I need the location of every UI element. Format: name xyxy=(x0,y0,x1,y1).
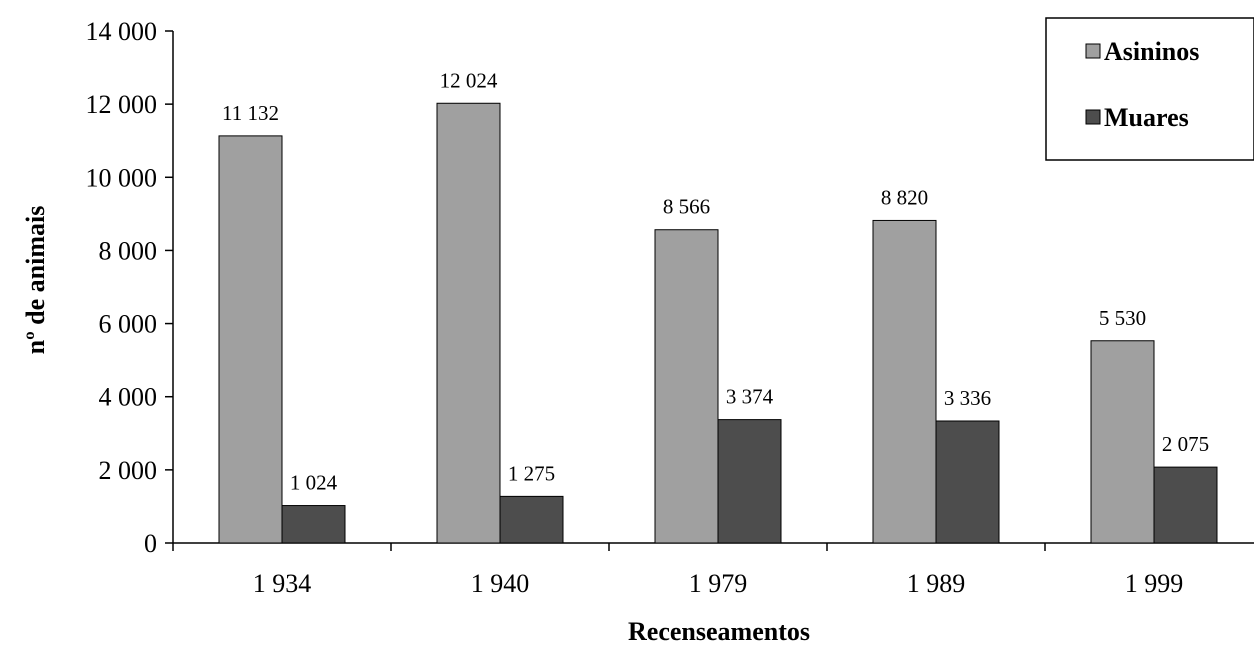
y-tick-label: 10 000 xyxy=(86,163,158,192)
data-label-muares: 1 024 xyxy=(290,471,338,495)
bar-muares xyxy=(281,505,346,544)
bar-muares xyxy=(935,420,1000,544)
x-tick-label: 1 940 xyxy=(471,569,530,598)
bar-muares xyxy=(717,419,782,544)
bar-muares xyxy=(499,495,564,544)
data-label-asininos: 8 820 xyxy=(881,185,928,209)
data-label-muares: 2 075 xyxy=(1162,432,1209,456)
bar-asininos xyxy=(218,135,283,544)
x-tick-label: 1 934 xyxy=(253,569,312,598)
data-labels: 11 132 12 024 8 566 8 820 5 530 1 024 1 275 3 3… xyxy=(222,68,1209,494)
data-label-asininos: 12 024 xyxy=(440,68,498,92)
x-axis-title: Recenseamentos xyxy=(628,617,810,646)
legend: Asininos Muares xyxy=(1045,17,1254,161)
data-label-asininos: 8 566 xyxy=(663,195,710,219)
bar-asininos xyxy=(436,102,501,544)
x-axis: 1 934 1 940 1 979 1 989 1 999 xyxy=(172,542,1254,598)
legend-swatch xyxy=(1085,43,1101,59)
y-tick-label: 0 xyxy=(144,529,157,558)
y-tick-label: 2 000 xyxy=(99,456,158,485)
bar-muares xyxy=(1153,466,1218,544)
x-tick-label: 1 989 xyxy=(907,569,966,598)
y-tick-label: 8 000 xyxy=(99,236,158,265)
y-tick-label: 14 000 xyxy=(86,17,158,46)
x-tick-label: 1 979 xyxy=(689,569,748,598)
data-label-muares: 3 336 xyxy=(944,386,991,410)
legend-swatch xyxy=(1085,109,1101,125)
data-label-muares: 1 275 xyxy=(508,461,555,485)
y-tick-label: 6 000 xyxy=(99,310,158,339)
legend-box xyxy=(1045,17,1254,161)
bars xyxy=(218,102,1218,544)
data-label-asininos: 5 530 xyxy=(1099,306,1146,330)
data-label-asininos: 11 132 xyxy=(222,101,279,125)
bar-asininos xyxy=(872,219,937,544)
legend-label: Muares xyxy=(1104,103,1189,132)
y-axis: 0 2 000 4 000 6 000 8 000 10 000 12 000 14 000 xyxy=(86,17,174,558)
y-axis-title: nº de animais xyxy=(21,206,50,355)
y-tick-label: 12 000 xyxy=(86,90,158,119)
bar-asininos xyxy=(654,229,719,544)
bar-asininos xyxy=(1090,340,1155,544)
y-tick-label: 4 000 xyxy=(99,383,158,412)
data-label-muares: 3 374 xyxy=(726,385,774,409)
legend-label: Asininos xyxy=(1104,37,1199,66)
x-tick-label: 1 999 xyxy=(1125,569,1184,598)
